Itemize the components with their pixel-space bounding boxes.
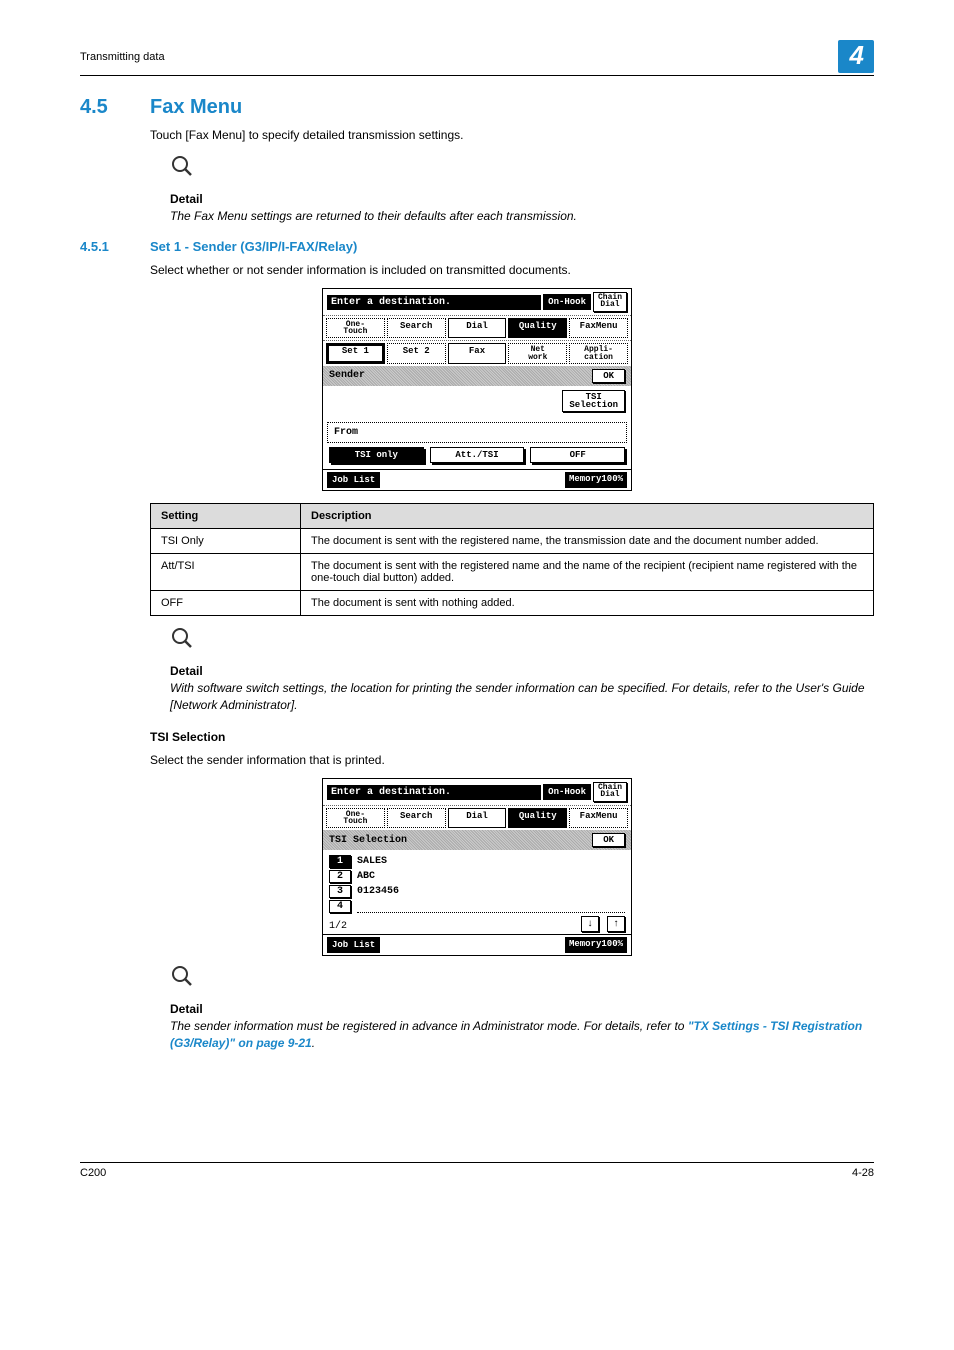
cell-desc: The document is sent with nothing added. (301, 590, 874, 615)
tab-one-touch[interactable]: One-Touch (326, 808, 385, 828)
tab-one-touch[interactable]: One-Touch (326, 318, 385, 338)
ok-button[interactable]: OK (592, 833, 625, 847)
page-header: Transmitting data 4 (80, 40, 874, 76)
seg-tsi-only[interactable]: TSI only (329, 447, 424, 463)
heading-number: 4.5 (80, 96, 150, 119)
tab-set1[interactable]: Set 1 (326, 343, 385, 363)
detail-label: Detail (170, 192, 874, 206)
detail-block-1: Detail The Fax Menu settings are returne… (80, 154, 874, 225)
intro-text: Touch [Fax Menu] to specify detailed tra… (150, 127, 874, 144)
chain-dial-button[interactable]: ChainDial (593, 292, 627, 312)
table-row: TSI Only The document is sent with the r… (151, 528, 874, 553)
tab-faxmenu[interactable]: FaxMenu (569, 808, 628, 828)
tab-faxmenu[interactable]: FaxMenu (569, 318, 628, 338)
settings-table: Setting Description TSI Only The documen… (150, 503, 874, 616)
list-item[interactable]: 2ABC (323, 869, 631, 884)
cell-desc: The document is sent with the registered… (301, 553, 874, 590)
empty-line (357, 912, 625, 913)
tab-dial[interactable]: Dial (448, 318, 507, 338)
tsi-selection-button[interactable]: TSISelection (562, 390, 625, 412)
from-label: From (327, 422, 627, 443)
list-item[interactable]: 1SALES (323, 854, 631, 869)
tab-dial[interactable]: Dial (448, 808, 507, 828)
footer-right: 4-28 (852, 1167, 874, 1179)
job-list-button[interactable]: Job List (327, 937, 380, 953)
memory-indicator: Memory100% (565, 937, 627, 953)
col-setting: Setting (151, 503, 301, 528)
screenshot-2: Enter a destination. On-Hook ChainDial O… (80, 778, 874, 956)
sender-label: Sender (329, 370, 365, 381)
list-item[interactable]: 4 (323, 899, 631, 914)
section-body: Select whether or not sender information… (150, 262, 874, 279)
tab-quality[interactable]: Quality (508, 318, 567, 338)
tab-fax[interactable]: Fax (448, 343, 507, 363)
tab-search[interactable]: Search (387, 808, 446, 828)
heading-title: Set 1 - Sender (G3/IP/I-FAX/Relay) (150, 239, 357, 254)
tab-application[interactable]: Appli-cation (569, 343, 628, 363)
tab-set2[interactable]: Set 2 (387, 343, 446, 363)
heading-4-5-1: 4.5.1 Set 1 - Sender (G3/IP/I-FAX/Relay) (80, 239, 874, 254)
detail-text: The sender information must be registere… (170, 1018, 874, 1052)
cell-setting: TSI Only (151, 528, 301, 553)
page-footer: C200 4-28 (80, 1162, 874, 1179)
cell-setting: OFF (151, 590, 301, 615)
tsi-body: Select the sender information that is pr… (150, 752, 874, 769)
detail-label: Detail (170, 664, 874, 678)
onhook-button[interactable]: On-Hook (543, 294, 591, 310)
footer-left: C200 (80, 1167, 106, 1179)
memory-indicator: Memory100% (565, 472, 627, 488)
ok-button[interactable]: OK (592, 369, 625, 383)
tab-search[interactable]: Search (387, 318, 446, 338)
tsi-selection-heading: TSI Selection (150, 730, 874, 744)
tsi-selection-label: TSI Selection (329, 835, 407, 846)
prompt-text: Enter a destination. (327, 785, 541, 800)
tab-quality[interactable]: Quality (508, 808, 567, 828)
prompt-text: Enter a destination. (327, 295, 541, 310)
page-indicator: 1/2 (329, 921, 347, 932)
detail-label: Detail (170, 1002, 874, 1016)
detail-block-3: Detail The sender information must be re… (80, 964, 874, 1052)
table-row: OFF The document is sent with nothing ad… (151, 590, 874, 615)
table-row: Att/TSI The document is sent with the re… (151, 553, 874, 590)
detail-block-2: Detail With software switch settings, th… (80, 626, 874, 714)
onhook-button[interactable]: On-Hook (543, 784, 591, 800)
magnifier-icon (170, 154, 874, 184)
cell-desc: The document is sent with the registered… (301, 528, 874, 553)
heading-number: 4.5.1 (80, 239, 150, 254)
magnifier-icon (170, 964, 874, 994)
cell-setting: Att/TSI (151, 553, 301, 590)
screenshot-1: Enter a destination. On-Hook ChainDial O… (80, 288, 874, 491)
col-description: Description (301, 503, 874, 528)
chapter-number: 4 (838, 40, 874, 73)
magnifier-icon (170, 626, 874, 656)
arrow-down-button[interactable]: ↓ (581, 916, 599, 932)
detail-text: With software switch settings, the locat… (170, 680, 874, 714)
seg-att-tsi[interactable]: Att./TSI (430, 447, 525, 463)
heading-title: Fax Menu (150, 96, 242, 119)
detail-text: The Fax Menu settings are returned to th… (170, 208, 874, 225)
seg-off[interactable]: OFF (530, 447, 625, 463)
list-item[interactable]: 30123456 (323, 884, 631, 899)
chain-dial-button[interactable]: ChainDial (593, 782, 627, 802)
arrow-up-button[interactable]: ↑ (607, 916, 625, 932)
heading-4-5: 4.5 Fax Menu (80, 96, 874, 119)
job-list-button[interactable]: Job List (327, 472, 380, 488)
header-section: Transmitting data (80, 51, 165, 63)
tab-network[interactable]: Network (508, 343, 567, 363)
